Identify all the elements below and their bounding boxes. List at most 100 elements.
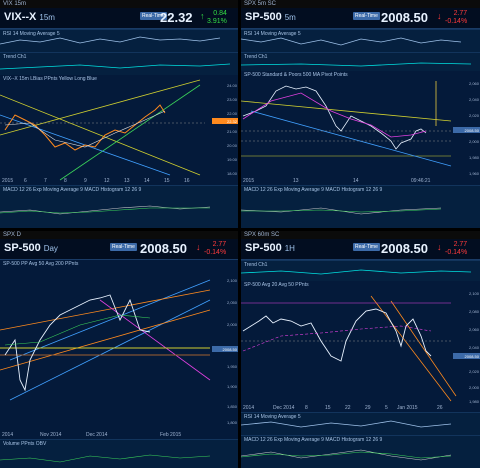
price-chart[interactable]: SP-500 Standard & Poors 500 MA Pivot Poi… [241, 71, 480, 183]
macd-panel: MACD 12 26 Exp Moving Average 9 MACD His… [241, 435, 480, 468]
y-tick: 24.00 [226, 83, 237, 88]
vix-ma-line [4, 110, 166, 148]
x-tick: Nov 2014 [40, 432, 62, 438]
x-tick: Dec 2014 [273, 405, 295, 411]
pane-titlebar[interactable]: SPX 5m SC [241, 0, 480, 8]
pane-header: SP-500 5m Real-Time 2008.50 ↓ 2.77 -0.14% [241, 8, 480, 29]
x-tick: 09:46:21 [411, 178, 431, 184]
realtime-badge: Real-Time [140, 12, 167, 20]
y-tick: 21.00 [226, 129, 237, 134]
x-tick: 26 [437, 405, 443, 411]
change-percent: 3.91% [207, 18, 227, 25]
symbol-name: SP-500 [4, 242, 41, 254]
y-tick: 19.00 [226, 157, 237, 162]
y-tick: 1,900 [226, 384, 237, 389]
y-tick: 1,980 [468, 155, 479, 160]
y-tick: 2,100 [226, 278, 237, 283]
last-price: 22.32 [160, 10, 193, 25]
y-tick: 18.00 [226, 171, 237, 176]
price-chart[interactable]: SP-500 Avg 20 Avg 50 PPnts 2008.50 2,100… [241, 281, 480, 409]
macd-signal-line [241, 451, 452, 459]
change-value: 2.77 [453, 10, 468, 17]
rsi-svg [241, 37, 462, 46]
trendline-magenta [99, 299, 211, 381]
y-tick: 2,080 [468, 309, 479, 314]
chart-legend: SP-500 PP Avg 50 Avg 200 PPnts [3, 261, 79, 267]
vix-15m-pane[interactable]: VIX 15m VIX--X 15m Real-Time 22.32 ↑ 0.84… [0, 0, 238, 228]
spx1h-price-line [242, 308, 432, 362]
rsi-svg [0, 36, 221, 45]
macd-panel: MACD 12 26 Exp Moving Average 9 MACD His… [241, 185, 480, 228]
spx1h-chart-svg [241, 295, 480, 402]
x-tick: 9 [84, 178, 87, 184]
x-tick: 29 [365, 405, 371, 411]
y-tick: 1,960 [468, 171, 479, 176]
y-tick: 1,980 [468, 399, 479, 404]
rsi-svg [241, 420, 452, 428]
x-tick: 14 [144, 178, 150, 184]
x-axis: 2014 Dec 2014 8 15 22 29 5 Jan 2015 26 [241, 403, 480, 411]
rsi-panel: RSI 14 Moving Average 5 [241, 29, 480, 52]
spx-5m-pane[interactable]: SPX 5m SC SP-500 5m Real-Time 2008.50 ↓ 2… [241, 0, 480, 228]
macd-signal-line [241, 208, 442, 213]
y-tick: 2,060 [468, 81, 479, 86]
symbol-label[interactable]: SP-500 1H [245, 242, 295, 254]
price-change: 2.77 -0.14% [204, 241, 226, 257]
symbol-label[interactable]: VIX--X 15m [4, 11, 55, 23]
spx-1h-pane[interactable]: SPX 60m SC SP-500 1H Real-Time 2008.50 ↓ … [241, 231, 480, 468]
pane-titlebar[interactable]: SPX D [0, 231, 238, 239]
x-tick: 2014 [2, 432, 14, 438]
spx5-ma-line [242, 92, 427, 138]
trendline-orange [0, 289, 211, 331]
down-arrow-icon: ↓ [196, 242, 201, 252]
macd-svg [241, 207, 442, 215]
symbol-name: SP-500 [245, 242, 282, 254]
symbol-label[interactable]: SP-500 Day [4, 242, 58, 254]
symbol-label[interactable]: SP-500 5m [245, 11, 296, 23]
price-chart[interactable]: SP-500 PP Avg 50 Avg 200 PPnts 2008.50 2… [0, 260, 238, 430]
price-change: 2.77 -0.14% [445, 241, 467, 257]
chart-legend: SP-500 Standard & Poors 500 MA Pivot Poi… [244, 72, 348, 78]
macd-line [241, 449, 452, 461]
symbol-name: SP-500 [245, 11, 282, 23]
y-tick: 1,950 [226, 364, 237, 369]
rsi-label: RSI 14 Moving Average 5 [3, 31, 60, 37]
up-arrow-icon: ↑ [200, 11, 205, 21]
pane-titlebar[interactable]: SPX 60m SC [241, 231, 480, 239]
trendline-blue [250, 110, 452, 167]
rsi-line [241, 37, 462, 46]
pane-titlebar[interactable]: VIX 15m [0, 0, 238, 8]
trend-label: Trend Ch1 [244, 54, 268, 60]
price-tag-box [453, 353, 480, 359]
trendline-orange [370, 295, 452, 402]
change-percent: -0.14% [204, 249, 227, 256]
trendline-blue [9, 279, 211, 361]
change-value: 2.77 [453, 241, 468, 248]
rsi-panel: RSI 14 Moving Average 5 [241, 412, 480, 435]
y-tick: 2,040 [468, 97, 479, 102]
trend-panel: Trend Ch1 [241, 52, 480, 71]
spx-day-pane[interactable]: SPX D SP-500 Day Real-Time 2008.50 ↓ 2.77… [0, 231, 238, 468]
x-tick: 15 [164, 178, 170, 184]
y-tick: 2,020 [468, 113, 479, 118]
x-tick: 15 [325, 405, 331, 411]
trend-line [241, 62, 472, 67]
price-tag: 2008.50 [464, 354, 479, 359]
pane-header: SP-500 1H Real-Time 2008.50 ↓ 2.77 -0.14% [241, 239, 480, 260]
macd-svg [0, 205, 211, 215]
macd-panel: MACD 12 26 Exp Moving Average 9 MACD His… [0, 185, 238, 228]
spxd-chart-svg [0, 279, 238, 401]
trendline-green [59, 84, 201, 181]
down-arrow-icon: ↓ [437, 242, 442, 252]
vix-chart-svg [0, 79, 238, 181]
trend-label: Trend Ch1 [3, 54, 27, 60]
trendline-blue-2 [9, 299, 211, 401]
rsi-label: RSI 14 Moving Average 5 [244, 31, 301, 37]
spx5-price-line [242, 85, 427, 150]
y-tick: 2,000 [468, 139, 479, 144]
price-tag: 2008.50 [464, 128, 479, 133]
x-tick: 14 [353, 178, 359, 184]
down-arrow-icon: ↓ [437, 11, 442, 21]
price-chart[interactable]: VIX--X 15m LBias PPnts Yellow Long Blue … [0, 75, 238, 183]
x-tick: 8 [64, 178, 67, 184]
